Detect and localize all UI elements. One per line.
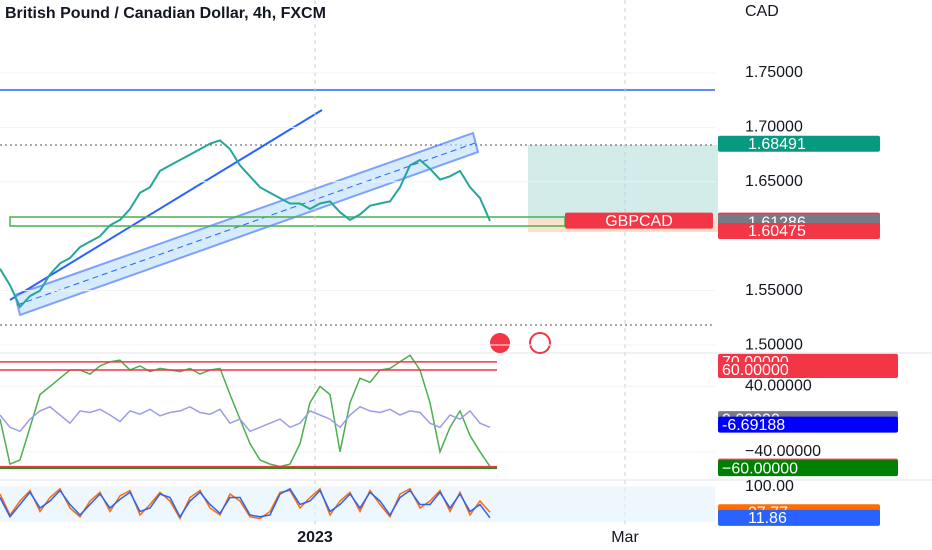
price-label: 1.68491 xyxy=(748,136,806,153)
y-tick-label: 1.65000 xyxy=(745,173,803,190)
price-label: 11.86 xyxy=(748,510,787,527)
price-box xyxy=(718,135,880,152)
series-line xyxy=(0,405,491,433)
flag-icon xyxy=(490,333,510,353)
symbol-label: GBPCAD xyxy=(605,213,673,230)
y-tick-label: 1.50000 xyxy=(745,336,803,353)
price-label: −60.00000 xyxy=(722,460,798,477)
y-tick-label: 1.75000 xyxy=(745,64,803,81)
flag-icon xyxy=(529,332,551,354)
channel-mid xyxy=(16,142,476,306)
price-box xyxy=(718,509,880,526)
price-label: 1.60475 xyxy=(748,223,806,240)
price-box xyxy=(718,460,898,477)
price-box xyxy=(718,223,880,240)
x-tick-label: Mar xyxy=(611,529,639,546)
price-label: -6.69188 xyxy=(722,417,785,434)
target-zone xyxy=(528,145,718,220)
x-tick-label: 2023 xyxy=(297,529,333,546)
series-line xyxy=(0,139,491,309)
price-label: 60.00000 xyxy=(722,362,789,379)
chart-title: British Pound / Canadian Dollar, 4h, FXC… xyxy=(5,5,326,22)
y-tick-label: −40.00000 xyxy=(745,443,821,460)
y-tick-label: 40.00000 xyxy=(745,378,812,395)
price-box xyxy=(718,362,898,378)
y-tick-label: 1.70000 xyxy=(745,119,803,136)
channel-line xyxy=(9,109,323,301)
currency-label: CAD xyxy=(745,3,779,20)
price-box xyxy=(718,416,898,433)
series-line xyxy=(0,487,491,519)
y-tick-label: 100.00 xyxy=(745,478,794,495)
symbol-box xyxy=(565,212,713,229)
y-tick-label: 1.55000 xyxy=(745,282,803,299)
